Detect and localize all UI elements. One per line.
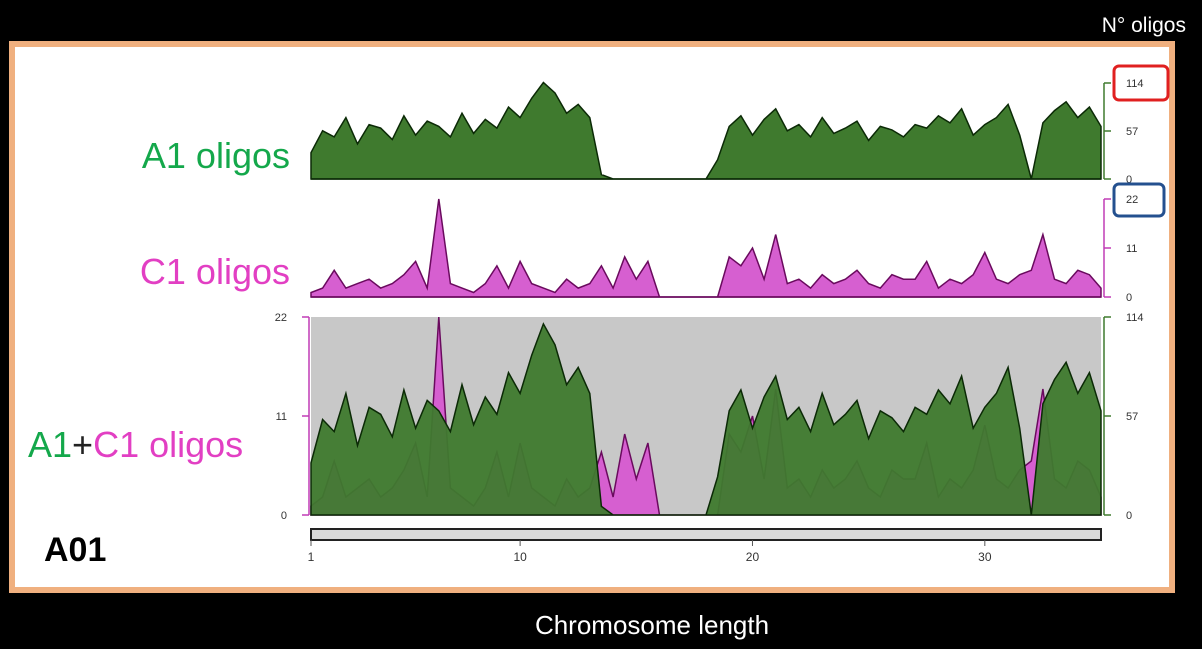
c1-max-highlight-box xyxy=(1112,182,1166,218)
c1-track: 0 11 22 xyxy=(310,182,1166,304)
combined-track: 0 11 22 0 57 114 xyxy=(275,312,1144,522)
combined-track-label: A1+C1 oligos xyxy=(28,424,243,465)
a1-max-highlight-box xyxy=(1112,64,1170,102)
combined-left-axis: 0 11 22 xyxy=(275,312,310,522)
combined-label-a1: A1 xyxy=(28,424,72,465)
combined-right-tick-label: 57 xyxy=(1126,411,1138,423)
c1-tick-label: 0 xyxy=(1126,292,1132,304)
chromosome-name: A01 xyxy=(44,531,106,569)
chromosome-ideogram xyxy=(310,528,1102,541)
combined-a1-area-series xyxy=(310,322,1102,516)
chromosome-position-axis: 1 10 20 30 xyxy=(308,540,992,564)
a1-track: 0 57 114 xyxy=(310,64,1170,186)
a1-tick-label: 0 xyxy=(1126,174,1132,186)
count-axis-label: N° oligos xyxy=(1102,14,1186,37)
combined-right-axis: 0 57 114 xyxy=(1103,312,1144,522)
combined-label-plus: + xyxy=(72,424,93,465)
c1-track-label: C1 oligos xyxy=(140,251,290,292)
a1-tick-label: 114 xyxy=(1126,78,1144,90)
c1-tick-label: 11 xyxy=(1126,243,1137,255)
a1-right-axis: 0 57 114 xyxy=(1103,78,1144,186)
a1-track-label: A1 oligos xyxy=(142,135,290,176)
c1-right-axis: 0 11 22 xyxy=(1103,194,1138,304)
x-axis-title: Chromosome length xyxy=(535,610,769,640)
x-axis-tick-label: 30 xyxy=(978,550,992,564)
x-axis-tick-label: 10 xyxy=(513,550,527,564)
combined-right-tick-label: 0 xyxy=(1126,510,1132,522)
x-axis-tick-label: 1 xyxy=(308,550,315,564)
a1-area-series xyxy=(310,81,1102,180)
c1-tick-label: 22 xyxy=(1126,194,1138,206)
combined-label-c1: C1 oligos xyxy=(93,424,243,465)
left-axis-tick-label: 0 xyxy=(281,510,287,522)
left-axis-tick-label: 11 xyxy=(276,411,287,423)
x-axis-tick-label: 20 xyxy=(746,550,760,564)
a1-tick-label: 57 xyxy=(1126,126,1138,138)
combined-right-tick-label: 114 xyxy=(1126,312,1144,324)
left-axis-tick-label: 22 xyxy=(275,312,287,324)
